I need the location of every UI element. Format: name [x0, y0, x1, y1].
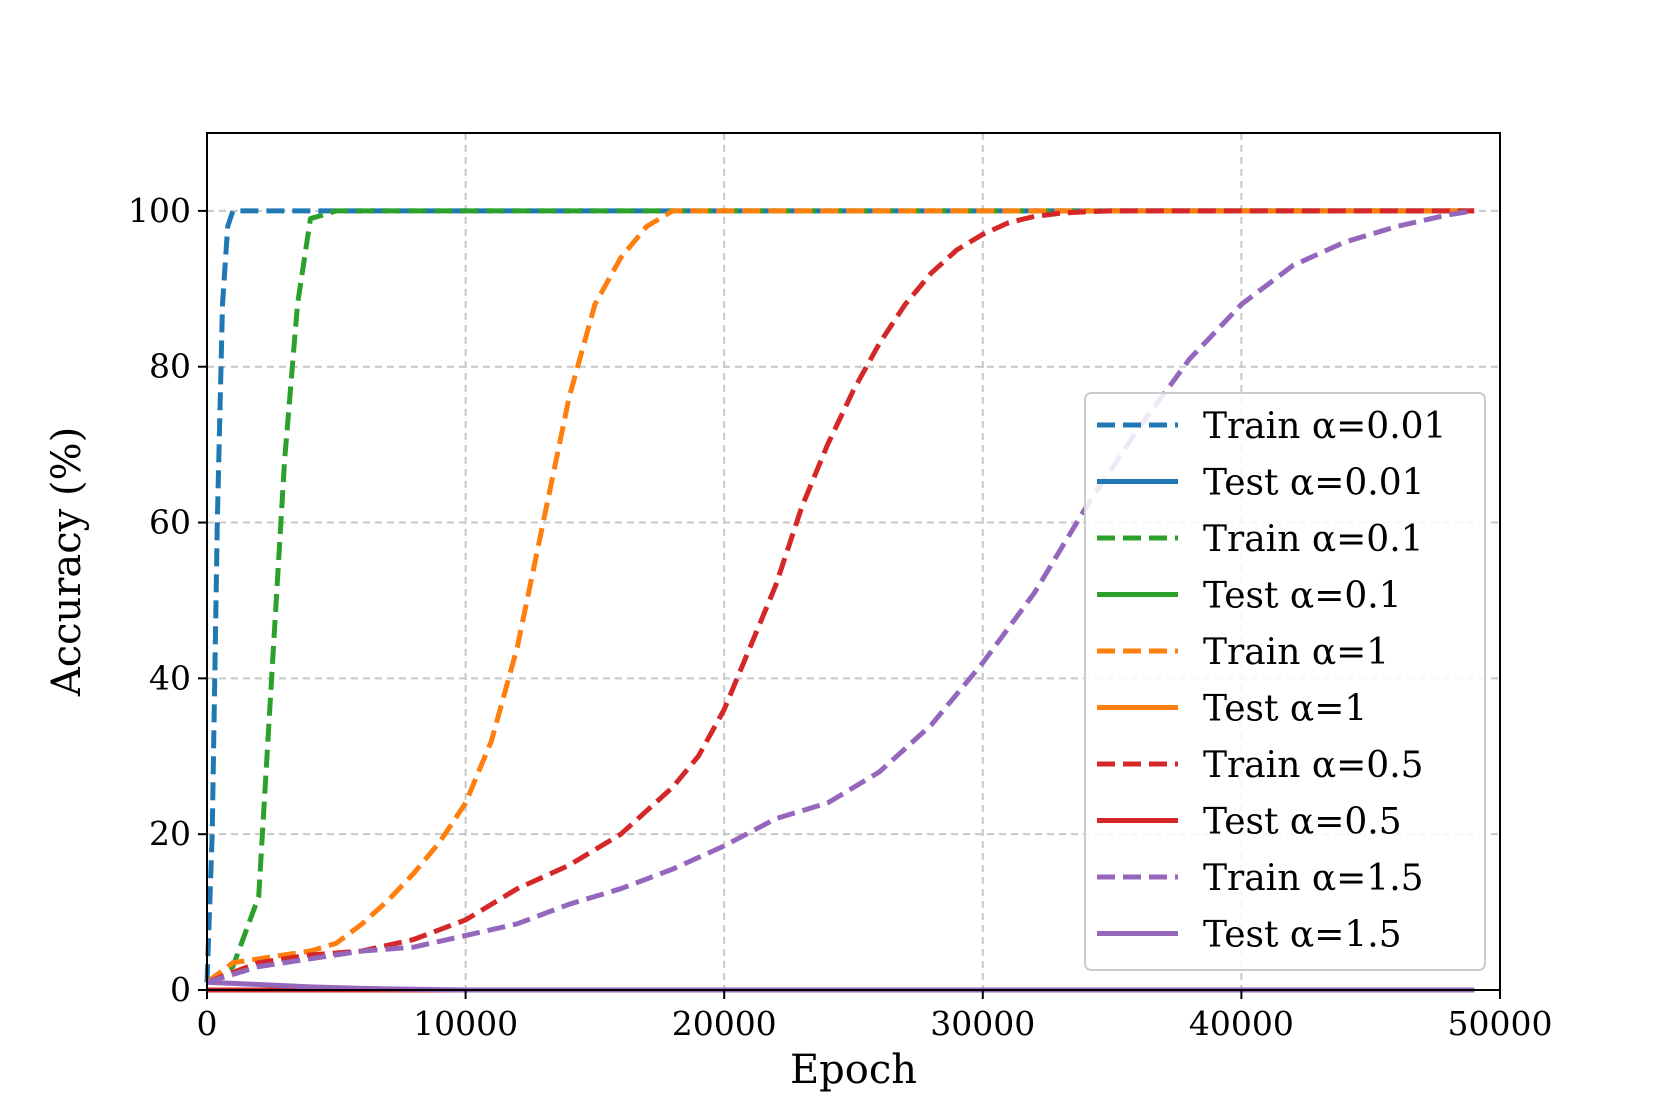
y-tick-label: 100: [128, 191, 191, 230]
x-tick-label: 10000: [413, 1004, 518, 1043]
x-tick-label: 30000: [930, 1004, 1035, 1043]
series-line-train-0-5: [206, 208, 1475, 985]
legend-label: Train α=0.5: [1203, 745, 1424, 786]
x-axis-label: Epoch: [790, 1047, 917, 1093]
x-tick-label: 40000: [1189, 1004, 1294, 1043]
y-tick-label: 20: [149, 814, 191, 853]
x-tick-label: 20000: [672, 1004, 777, 1043]
y-axis-label: Accuracy (%): [44, 427, 90, 697]
plot-frame: [206, 132, 1501, 991]
x-tick-label: 50000: [1448, 1004, 1553, 1043]
legend-label: Train α=1.5: [1203, 858, 1424, 899]
legend-label: Train α=0.1: [1203, 519, 1424, 560]
legend-box: [1084, 392, 1486, 971]
series-line-test-1-5: [206, 979, 1475, 993]
y-tick-label: 80: [149, 347, 191, 386]
y-tick-label: 0: [170, 970, 191, 1009]
y-tick-label: 40: [149, 658, 191, 697]
legend-label: Train α=0.01: [1203, 406, 1446, 447]
series-line-train-1-5: [206, 208, 1475, 985]
axis-ticks: 0 10000 20000 30000 40000 50000 0 20 40 60 80 100: [128, 191, 1552, 1043]
legend: Train α=0.01 Test α=0.01 Train α=0.1 Test α…: [1084, 392, 1486, 971]
x-tick-label: 0: [197, 1004, 218, 1043]
series-line-train-1: [205, 208, 1475, 985]
legend-label: Train α=1: [1203, 632, 1389, 673]
y-tick-label: 60: [149, 503, 191, 542]
legend-label: Test α=1.5: [1203, 915, 1402, 956]
legend-label: Test α=0.1: [1203, 576, 1402, 617]
legend-label: Test α=0.01: [1203, 463, 1425, 504]
legend-label: Test α=1: [1203, 689, 1367, 730]
legend-label: Test α=0.5: [1203, 802, 1402, 843]
